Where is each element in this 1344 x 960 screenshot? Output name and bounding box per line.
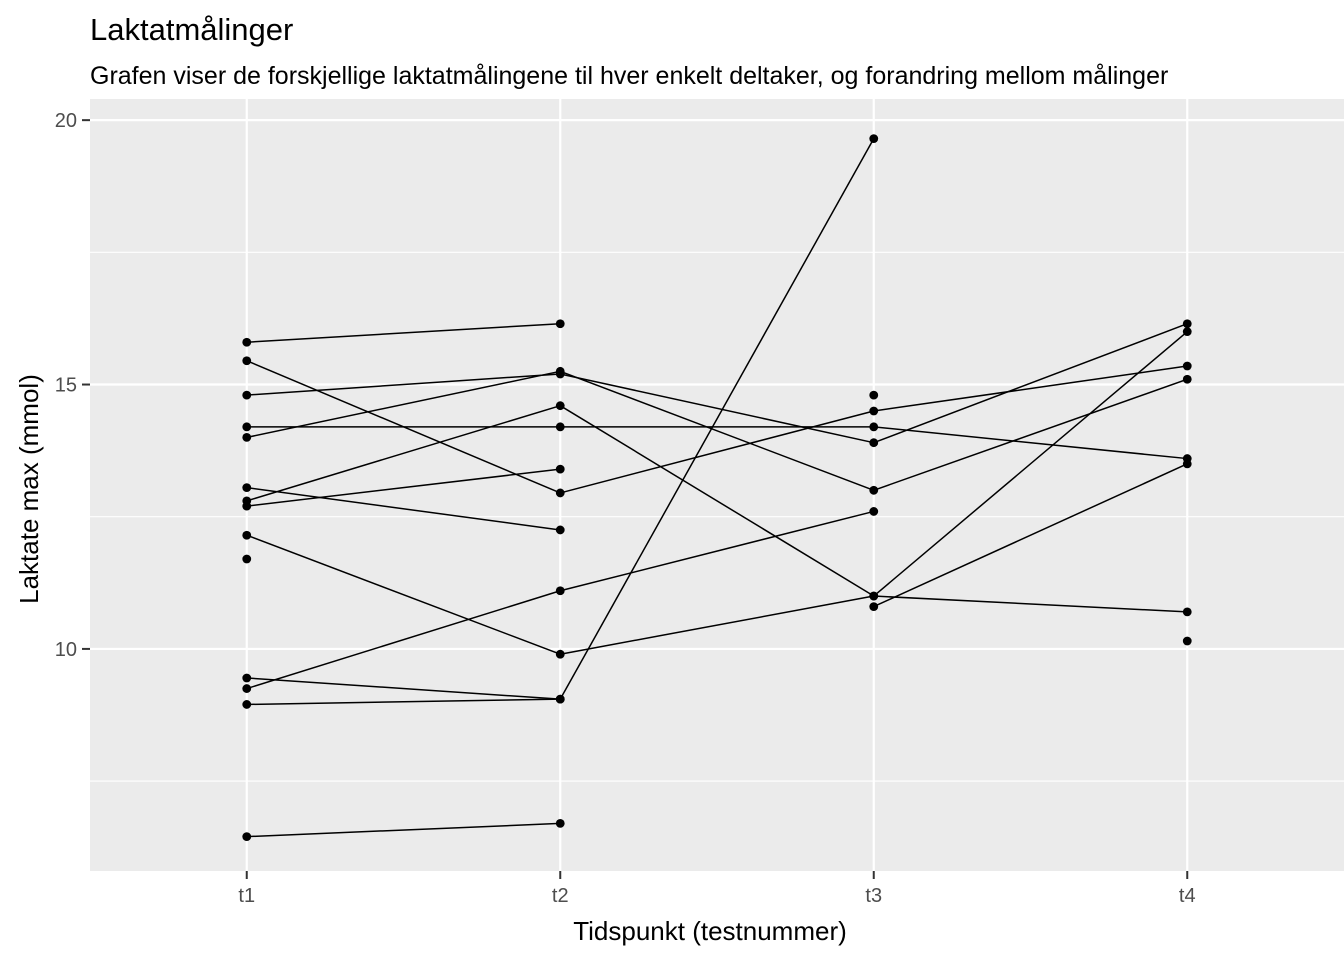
series-lines	[246, 138, 1188, 838]
plot-panel	[90, 99, 1344, 871]
x-tick-label: t1	[238, 885, 255, 907]
series-point-5	[1182, 374, 1192, 384]
series-line-3	[246, 373, 561, 396]
series-line-1	[246, 322, 561, 343]
series-point-7	[555, 401, 565, 411]
series-point-3	[1182, 319, 1192, 329]
series-line-2	[873, 365, 1188, 412]
grid-major	[90, 99, 1344, 871]
series-line-5	[246, 370, 561, 439]
series-point-11	[242, 673, 252, 683]
y-axis-title: Laktate max (mmol)	[14, 374, 44, 604]
series-point-5	[242, 433, 252, 442]
series-point-3	[869, 438, 879, 448]
series-line-11	[559, 138, 875, 700]
series-line-12	[560, 510, 874, 592]
series-point-13	[242, 700, 252, 709]
series-line-5	[873, 378, 1188, 491]
x-tick-label: t2	[552, 885, 569, 907]
series-point-7	[1182, 327, 1192, 337]
series-point-5	[869, 485, 879, 495]
series-point-14	[242, 832, 252, 842]
series-point-8	[555, 464, 565, 474]
series-point-12	[869, 507, 879, 516]
series-point-12	[555, 586, 565, 596]
series-line-8	[246, 468, 561, 507]
series-line-3	[560, 373, 874, 444]
series-line-5	[559, 370, 875, 491]
series-point-2	[555, 488, 565, 498]
series-line-14	[246, 822, 561, 838]
series-point-16	[869, 602, 879, 612]
series-point-14	[555, 819, 565, 828]
series-line-11	[246, 677, 561, 700]
series-line-6	[246, 486, 561, 531]
series-point-8	[242, 501, 252, 511]
series-line-2	[560, 410, 874, 494]
series-line-9	[873, 595, 1188, 613]
series-line-4	[873, 426, 1188, 460]
series-point-4	[555, 422, 565, 432]
series-point-2	[869, 406, 879, 416]
series-line-9	[246, 534, 561, 655]
y-tick-label: 20	[55, 110, 77, 132]
series-line-3	[873, 323, 1188, 444]
series-line-12	[246, 590, 561, 690]
series-points	[242, 134, 1192, 842]
y-tick-label: 15	[55, 375, 77, 397]
series-point-12	[242, 684, 252, 693]
series-point-6	[242, 483, 252, 493]
series-point-1	[242, 337, 252, 347]
y-tick-label: 10	[55, 639, 77, 661]
series-point-3	[242, 390, 252, 400]
series-point-4	[869, 422, 879, 432]
series-line-7	[246, 404, 561, 502]
y-axis: 10 15 20	[55, 110, 90, 661]
series-point-16	[1182, 459, 1192, 469]
x-axis: t1 t2 t3 t4	[238, 871, 1196, 907]
chart-title: Laktatmålinger	[90, 12, 293, 47]
series-line-9	[560, 595, 874, 655]
series-point-2	[1182, 361, 1192, 371]
grid-minor	[90, 251, 1344, 782]
series-point-9	[1182, 607, 1192, 617]
series-point-6	[555, 525, 565, 535]
series-point-9	[242, 530, 252, 540]
x-axis-title: Tidspunkt (testnummer)	[573, 916, 847, 946]
series-point-15	[869, 390, 879, 400]
series-point-2	[242, 356, 252, 366]
series-point-10	[242, 554, 252, 564]
chart-subtitle: Grafen viser de forskjellige laktatmålin…	[90, 62, 1168, 90]
series-line-16	[873, 463, 1188, 608]
series-point-1	[555, 319, 565, 329]
x-tick-label: t3	[865, 885, 882, 907]
series-line-7	[559, 405, 875, 597]
series-line-7	[873, 331, 1188, 597]
series-line-13	[246, 698, 561, 706]
series-point-9	[555, 649, 565, 659]
x-tick-label: t4	[1179, 885, 1196, 907]
series-point-17	[1182, 636, 1192, 646]
series-point-11	[869, 134, 879, 144]
series-point-5	[555, 366, 565, 376]
series-point-13	[555, 694, 565, 704]
series-point-4	[242, 422, 252, 432]
series-point-9	[869, 591, 879, 601]
